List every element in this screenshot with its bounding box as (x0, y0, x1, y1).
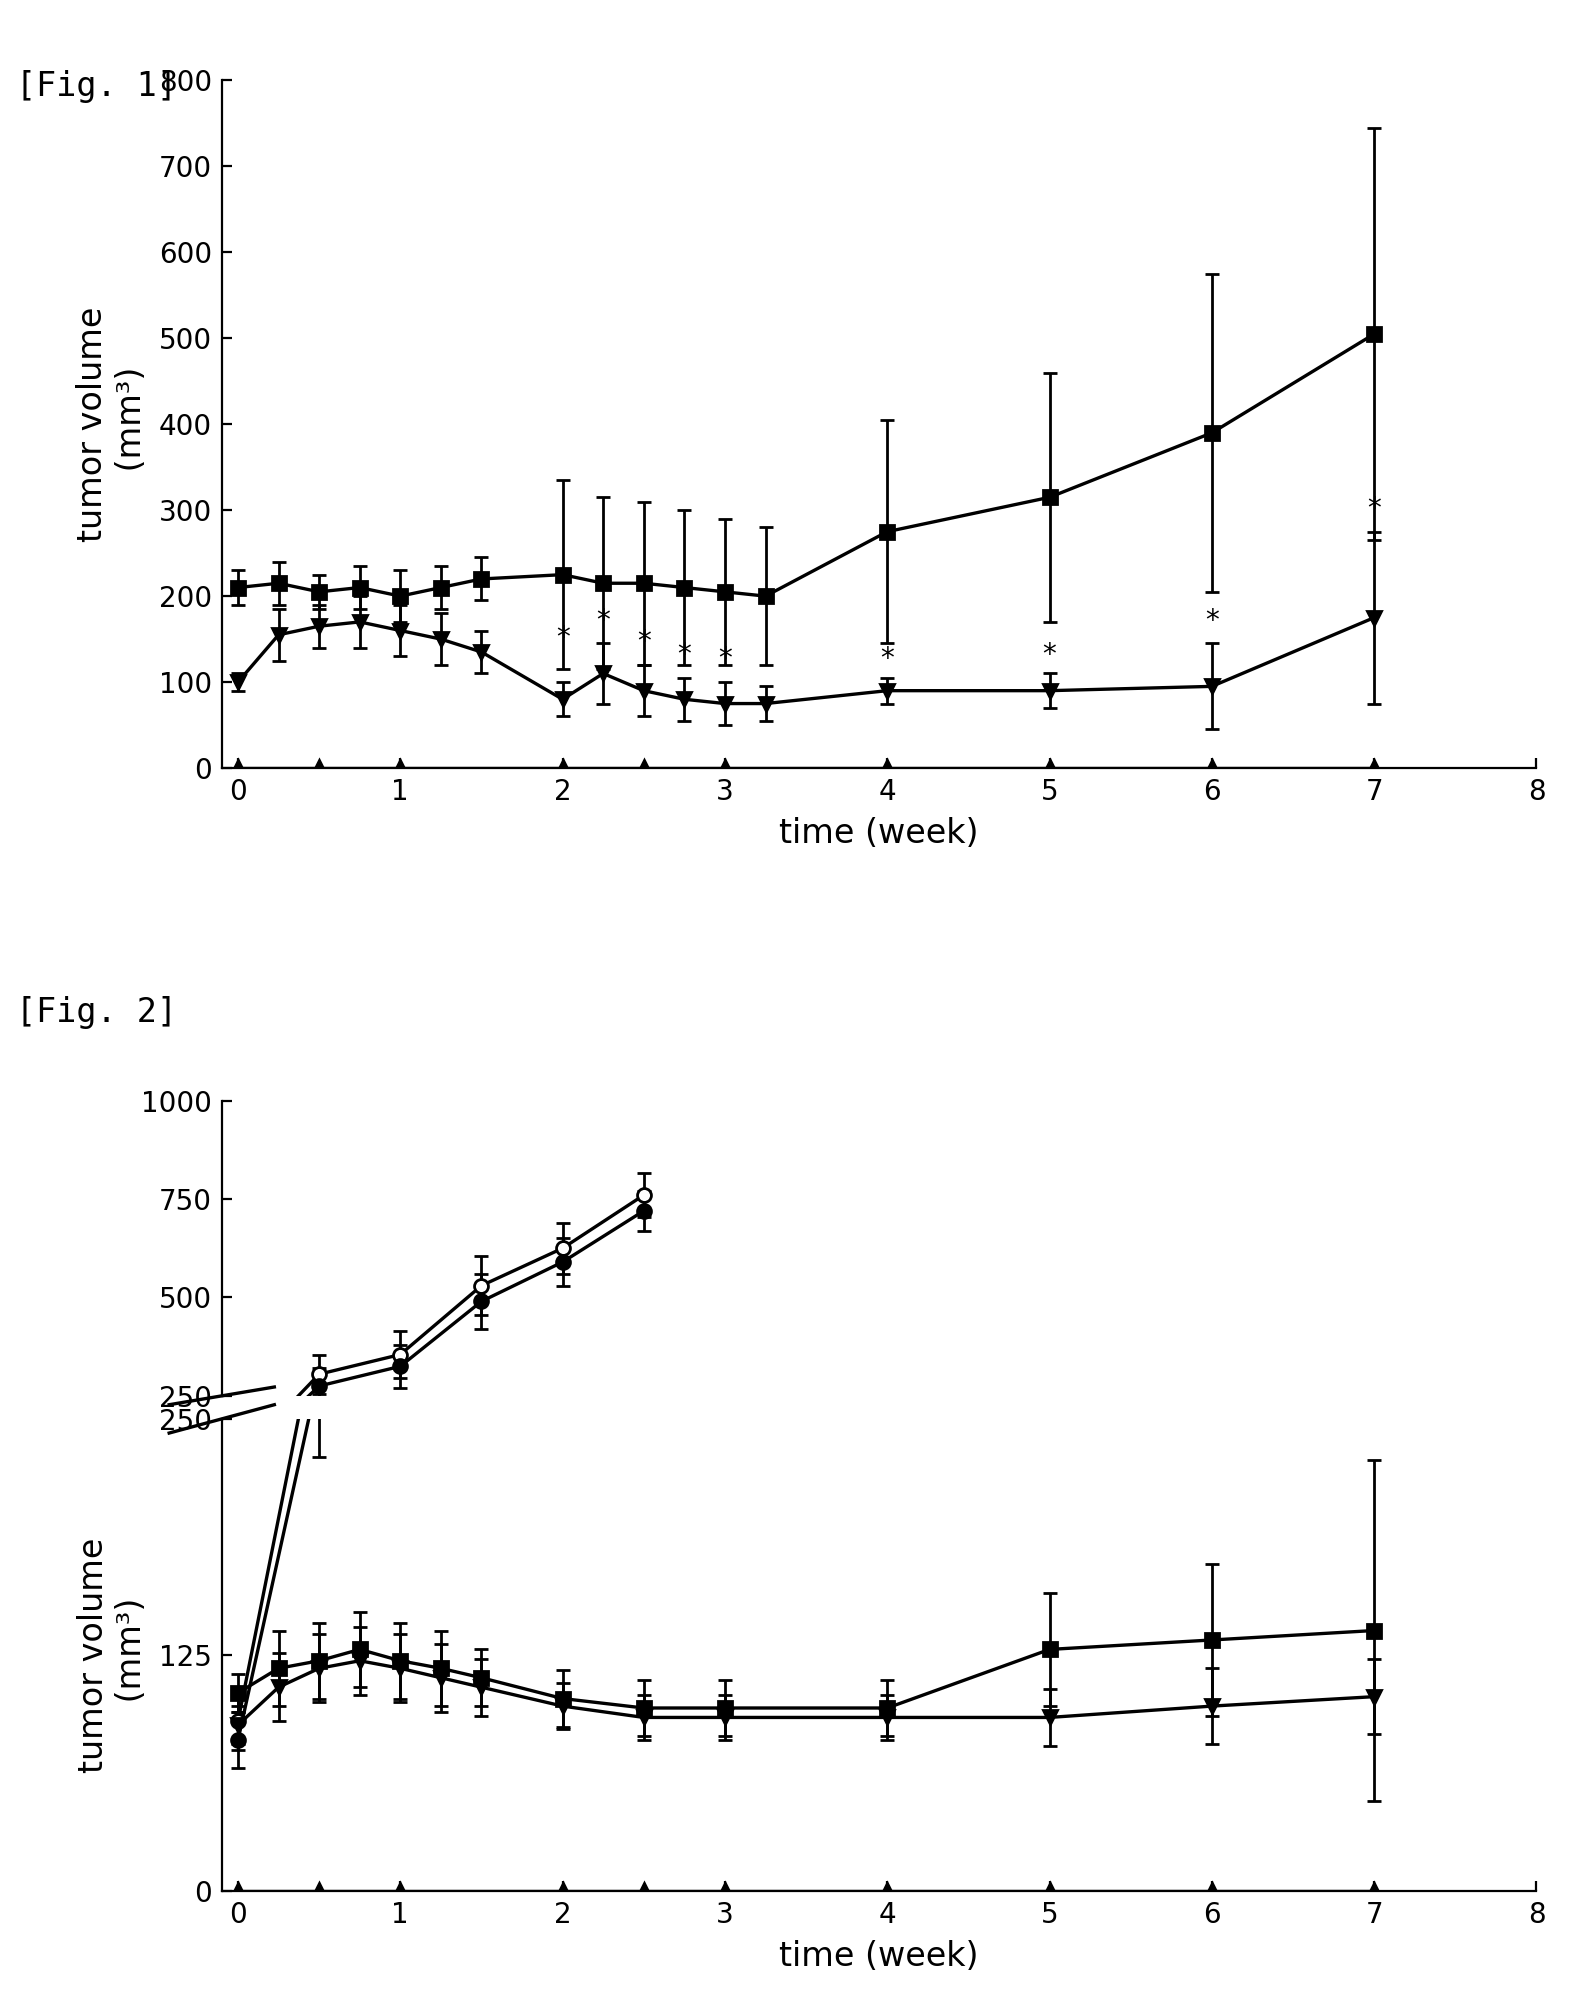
Text: *: * (881, 646, 893, 674)
Text: [Fig. 2]: [Fig. 2] (16, 996, 177, 1028)
Text: *: * (678, 642, 691, 670)
Text: *: * (1205, 608, 1218, 636)
Text: *: * (556, 624, 570, 652)
X-axis label: time (week): time (week) (779, 1940, 979, 1974)
Text: [Fig. 1]: [Fig. 1] (16, 70, 177, 103)
Text: *: * (718, 646, 732, 674)
Text: *: * (596, 608, 610, 636)
Text: *: * (1042, 642, 1057, 670)
Text: *: * (1367, 495, 1381, 523)
Y-axis label: tumor volume
 (mm³): tumor volume (mm³) (76, 306, 147, 541)
X-axis label: time (week): time (week) (779, 817, 979, 849)
Text: *: * (637, 628, 651, 656)
Y-axis label: tumor volume
 (mm³): tumor volume (mm³) (76, 1537, 147, 1773)
